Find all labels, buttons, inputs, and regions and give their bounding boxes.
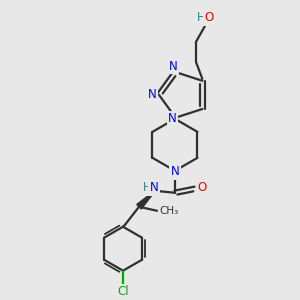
Text: H: H xyxy=(196,11,205,25)
Text: CH₃: CH₃ xyxy=(159,206,178,216)
Text: O: O xyxy=(197,181,207,194)
Text: O: O xyxy=(204,11,214,25)
Text: H: H xyxy=(142,181,152,194)
Text: N: N xyxy=(171,165,179,178)
Polygon shape xyxy=(137,190,155,209)
Text: N: N xyxy=(150,181,158,194)
Text: N: N xyxy=(168,112,177,125)
Text: N: N xyxy=(148,88,156,101)
Text: Cl: Cl xyxy=(117,285,129,298)
Text: N: N xyxy=(169,60,178,73)
